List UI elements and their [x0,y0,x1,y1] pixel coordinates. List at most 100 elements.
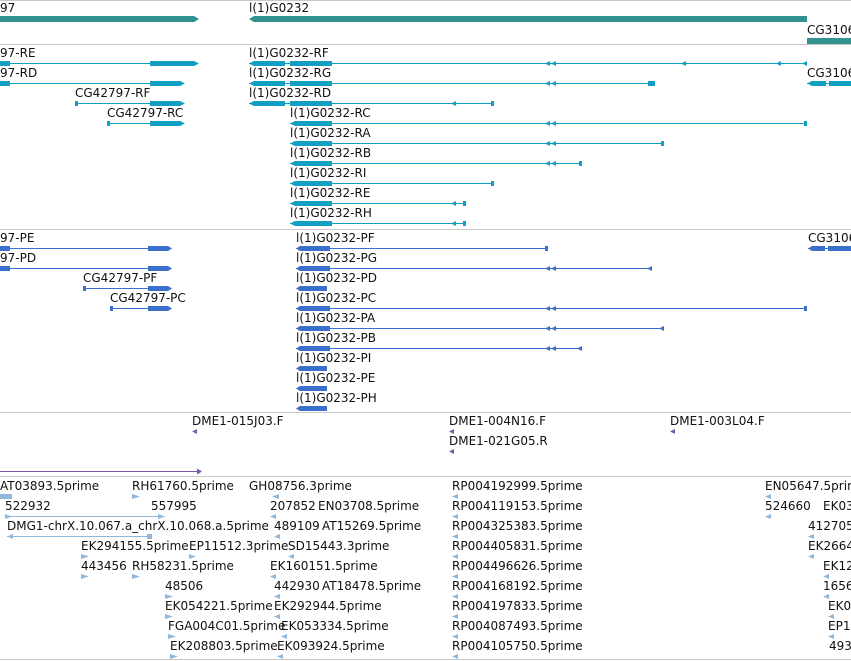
est-label[interactable]: GH08756.3prime [249,479,352,493]
transcript-feature[interactable] [290,121,807,126]
est-label[interactable]: EK160151.5prime [270,559,378,573]
protein-label[interactable]: l(1)G0232-PI [296,351,371,365]
est-feature[interactable] [272,494,279,499]
est-label[interactable]: RH61760.5prime [132,479,234,493]
transcript-label[interactable]: l(1)G0232-RE [290,186,370,200]
est-label[interactable]: 443456 [81,559,127,573]
est-label[interactable]: AT18478.5prime [322,579,421,593]
protein-label[interactable]: l(1)G0232-PG [296,251,377,265]
est-feature[interactable] [452,614,458,619]
gene-feature[interactable] [807,38,851,44]
protein-label[interactable]: CG42797-PF [83,271,157,285]
est-feature[interactable] [274,594,280,599]
est-label[interactable]: EK2664 [808,539,851,553]
transcript-label[interactable]: l(1)G0232-RI [290,166,366,180]
est-feature[interactable] [452,554,458,559]
protein-feature[interactable] [110,306,172,311]
est-feature[interactable] [288,554,294,559]
protein-label[interactable]: CG3106 [808,231,851,245]
transcript-label[interactable]: l(1)G0232-RF [249,46,329,60]
est-feature[interactable] [765,514,771,519]
est-feature[interactable] [452,654,458,659]
protein-label[interactable]: 97-PE [0,231,34,245]
transcript-label[interactable]: CG42797-RF [75,86,151,100]
protein-feature[interactable] [0,246,172,251]
transcript-label[interactable]: l(1)G0232-RA [290,126,371,140]
est-feature[interactable] [270,514,276,519]
transcript-feature[interactable] [290,161,582,166]
clone-feature[interactable] [192,429,197,434]
est-label[interactable]: SD15443.3prime [288,539,389,553]
est-feature[interactable] [81,574,89,579]
protein-label[interactable]: CG42797-PC [110,291,186,305]
est-label[interactable]: 522932 [5,499,51,513]
transcript-feature[interactable] [290,141,664,146]
clone-label[interactable]: DME1-021G05.R [449,434,548,448]
est-feature[interactable] [189,554,196,559]
est-label[interactable]: EK12 [823,559,851,573]
transcript-label[interactable]: 97-RD [0,66,37,80]
transcript-feature[interactable] [290,181,494,186]
est-label[interactable]: 524660 [765,499,811,513]
protein-label[interactable]: l(1)G0232-PB [296,331,376,345]
gene-label[interactable]: 97 [0,1,15,15]
est-feature[interactable] [828,634,834,639]
est-label[interactable]: EK054221.5prime [165,599,273,613]
protein-feature[interactable] [296,246,548,251]
est-feature[interactable] [5,514,165,519]
est-label[interactable]: RP004087493.5prime [452,619,583,633]
est-label[interactable]: RP004325383.5prime [452,519,583,533]
transcript-label[interactable]: l(1)G0232-RC [290,106,371,120]
clone-label[interactable]: DME1-003L04.F [670,414,765,428]
est-label[interactable]: EK294155.5prime [81,539,189,553]
est-feature[interactable] [81,554,89,559]
protein-feature[interactable] [83,286,172,291]
est-label[interactable]: RP004105750.5prime [452,639,583,653]
est-label[interactable]: EK093924.5prime [277,639,385,653]
est-label[interactable]: EP1 [828,619,850,633]
est-feature[interactable] [132,574,140,579]
est-label[interactable]: RP004192999.5prime [452,479,583,493]
protein-feature[interactable] [296,326,664,331]
protein-label[interactable]: l(1)G0232-PC [296,291,376,305]
est-label[interactable]: FGA004C01.5prime [168,619,285,633]
est-feature[interactable] [452,594,458,599]
transcript-feature[interactable] [0,61,199,66]
protein-feature[interactable] [296,306,807,311]
est-feature[interactable] [452,574,458,579]
est-feature[interactable] [132,494,140,499]
est-feature[interactable] [270,574,276,579]
est-feature[interactable] [281,634,287,639]
transcript-feature[interactable] [107,121,185,126]
est-label[interactable]: 48506 [165,579,203,593]
est-label[interactable]: DMG1-chrX.10.067.a_chrX.10.068.a.5prime [7,519,269,533]
transcript-label[interactable]: l(1)G0232-RD [249,86,331,100]
gene-feature[interactable] [249,16,807,22]
clone-label[interactable]: DME1-004N16.F [449,414,546,428]
transcript-feature[interactable] [290,221,466,226]
clone-label[interactable]: DME1-015J03.F [192,414,284,428]
gene-feature[interactable] [0,16,199,22]
est-label[interactable]: EK053334.5prime [281,619,389,633]
est-label[interactable]: RP004119153.5prime [452,499,583,513]
transcript-feature[interactable] [75,101,185,106]
transcript-label[interactable]: 97-RE [0,46,36,60]
transcript-label[interactable]: l(1)G0232-RB [290,146,371,160]
est-feature[interactable] [808,534,814,539]
est-feature[interactable] [765,494,771,499]
est-label[interactable]: RH58231.5prime [132,559,234,573]
protein-feature[interactable] [808,246,851,251]
clone-feature[interactable] [449,429,454,434]
est-feature[interactable] [274,614,280,619]
est-feature[interactable] [170,654,178,659]
clone-feature[interactable] [449,449,454,454]
est-label[interactable]: AT15269.5prime [322,519,421,533]
protein-feature[interactable] [296,266,652,271]
est-label[interactable]: EK0 [828,599,851,613]
protein-feature[interactable] [296,366,327,371]
est-label[interactable]: 442930 [274,579,320,593]
transcript-feature[interactable] [249,101,494,106]
transcript-label[interactable]: l(1)G0232-RH [290,206,372,220]
est-label[interactable]: 412705 [808,519,851,533]
gene-label[interactable]: l(1)G0232 [249,1,309,15]
